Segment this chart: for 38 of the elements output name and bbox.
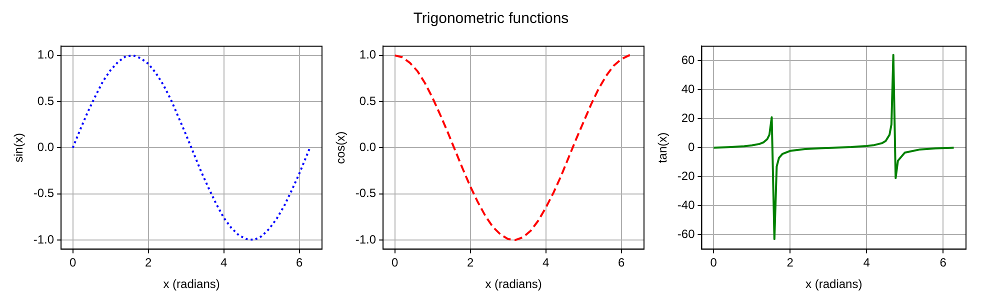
y-tick-label: 0.5 [359,94,376,108]
x-tick-label: 2 [466,256,474,270]
x-tick-label: 2 [144,256,152,270]
x-tick-label: 6 [618,256,625,270]
y-tick-label: 1.0 [359,48,376,62]
x-tick-label: 4 [220,256,228,270]
y-tick-label: -1.0 [33,232,54,246]
y-tick-label: 40 [681,82,696,96]
x-axis-title: x (radians) [806,277,862,292]
x-tick-label: 6 [940,256,947,270]
y-tick-label: -0.5 [33,186,54,200]
y-tick-label: 1.0 [37,48,54,62]
x-tick-label: 4 [542,256,550,270]
y-tick-label: -60 [677,227,696,242]
x-tick-label: 0 [69,256,76,270]
y-tick-label: -1.0 [355,232,376,246]
y-tick-label: 20 [681,111,696,126]
y-axis-title: cos(x) [334,131,348,164]
chart-title: Trigonometric functions [413,10,569,28]
x-axis-title: x (radians) [485,277,542,292]
y-axis-title: tan(x) [656,132,670,164]
x-tick-label: 4 [863,256,870,270]
y-tick-label: -0.5 [355,186,376,200]
y-tick-label: 60 [681,53,696,68]
x-axis-title: x (radians) [163,277,220,292]
y-tick-label: 0.0 [359,140,376,154]
y-tick-label: 0.5 [37,94,54,108]
x-tick-label: 0 [710,256,718,270]
y-tick-label: -20 [677,169,696,184]
y-axis-title: sin(x) [12,133,26,162]
y-tick-label: -40 [677,198,696,212]
line-series [72,54,311,241]
y-tick-label: 0 [688,140,696,154]
x-tick-label: 0 [391,256,398,270]
x-tick-label: 6 [296,256,303,270]
line-series [394,54,633,241]
y-tick-label: 0.0 [37,140,54,154]
x-tick-label: 2 [786,256,794,270]
